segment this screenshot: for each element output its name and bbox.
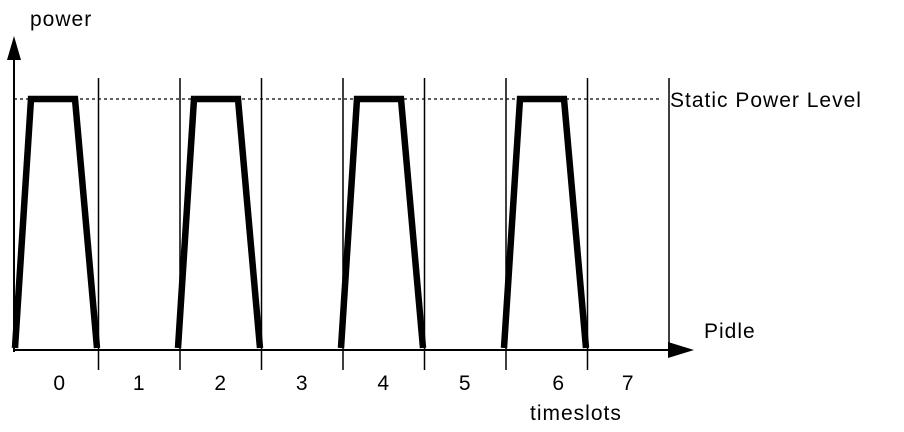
x-axis-arrow-icon bbox=[668, 342, 694, 358]
y-axis-label: power bbox=[30, 8, 92, 31]
timeslot-label: 0 bbox=[53, 372, 66, 395]
timeslot-label: 2 bbox=[214, 372, 227, 395]
timeslot-labels: 0 1 2 3 4 5 6 7 bbox=[53, 372, 635, 395]
timeslot-label: 5 bbox=[459, 372, 472, 395]
timeslot-label: 4 bbox=[377, 372, 390, 395]
timeslot-dividers bbox=[97, 78, 670, 370]
power-pulse bbox=[11, 95, 101, 349]
timeslot-label: 7 bbox=[622, 372, 635, 395]
y-axis-arrow-icon bbox=[7, 36, 21, 60]
static-power-level-label: Static Power Level bbox=[670, 89, 862, 112]
power-pulse bbox=[337, 95, 427, 349]
timeslot-label: 1 bbox=[133, 372, 146, 395]
power-pulse bbox=[500, 95, 590, 349]
power-pulses bbox=[11, 95, 590, 349]
timeslot-label: 3 bbox=[296, 372, 309, 395]
x-axis-label: Pidle bbox=[704, 320, 756, 343]
timeslots-label: timeslots bbox=[530, 402, 622, 425]
power-pulse bbox=[174, 95, 264, 349]
timeslot-label: 6 bbox=[552, 372, 565, 395]
